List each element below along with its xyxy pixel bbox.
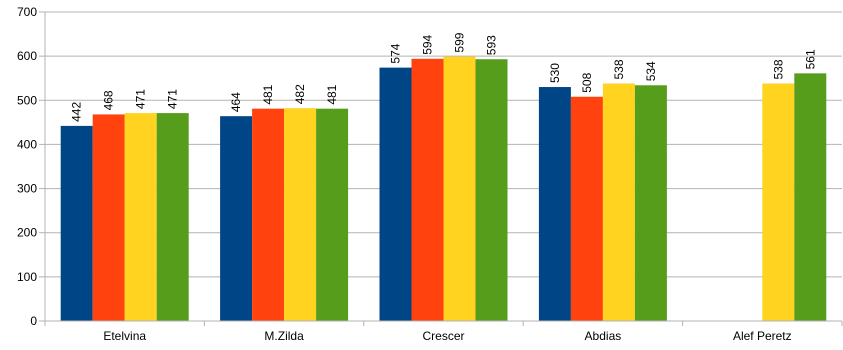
data-label: 594 bbox=[421, 34, 435, 54]
data-label: 468 bbox=[102, 90, 116, 110]
bar bbox=[634, 85, 667, 321]
y-tick-label: 400 bbox=[17, 137, 37, 151]
bar bbox=[762, 83, 795, 321]
bar bbox=[156, 113, 189, 321]
data-label: 574 bbox=[389, 43, 403, 63]
data-labels: 442 468 471 471 464 481 482 481 574 594 599 593 530 5… bbox=[70, 32, 818, 122]
data-label: 442 bbox=[70, 102, 84, 122]
bar bbox=[92, 114, 125, 321]
data-label: 471 bbox=[166, 89, 180, 109]
data-label: 471 bbox=[134, 89, 148, 109]
category-label: M.Zilda bbox=[264, 329, 304, 343]
bar bbox=[411, 58, 444, 321]
axes: 0 100 200 300 400 500 600 700 Etelvina M.Zilda Cre… bbox=[17, 5, 843, 343]
bar bbox=[443, 56, 476, 321]
category-label: Alef Peretz bbox=[733, 329, 792, 343]
data-label: 464 bbox=[229, 92, 243, 112]
data-label: 530 bbox=[548, 63, 562, 83]
data-label: 508 bbox=[580, 72, 594, 92]
data-label: 593 bbox=[485, 35, 499, 55]
data-label: 482 bbox=[293, 84, 307, 104]
data-label: 538 bbox=[771, 59, 785, 79]
bar bbox=[252, 108, 285, 322]
bar bbox=[475, 59, 508, 322]
y-tick-label: 300 bbox=[17, 182, 37, 196]
data-label: 538 bbox=[612, 59, 626, 79]
y-tick-label: 200 bbox=[17, 226, 37, 240]
data-label: 481 bbox=[261, 84, 275, 104]
category-label: Etelvina bbox=[103, 329, 146, 343]
bar bbox=[538, 87, 571, 322]
bar bbox=[602, 83, 635, 321]
y-tick-label: 600 bbox=[17, 49, 37, 63]
bar bbox=[316, 108, 349, 322]
y-tick-label: 500 bbox=[17, 93, 37, 107]
data-label: 481 bbox=[325, 84, 339, 104]
data-label: 534 bbox=[644, 61, 658, 81]
category-label: Crescer bbox=[422, 329, 464, 343]
bar bbox=[794, 73, 827, 321]
y-tick-label: 100 bbox=[17, 270, 37, 284]
bar bbox=[124, 113, 157, 321]
category-label: Abdias bbox=[585, 329, 622, 343]
bar bbox=[220, 116, 253, 321]
bar bbox=[284, 108, 317, 321]
data-label: 599 bbox=[453, 32, 467, 52]
bar bbox=[379, 67, 412, 322]
y-tick-label: 700 bbox=[17, 5, 37, 19]
bar bbox=[570, 96, 603, 321]
bar bbox=[60, 125, 93, 321]
data-label: 561 bbox=[803, 49, 817, 69]
y-tick-label: 0 bbox=[30, 314, 37, 328]
bars bbox=[60, 56, 827, 322]
